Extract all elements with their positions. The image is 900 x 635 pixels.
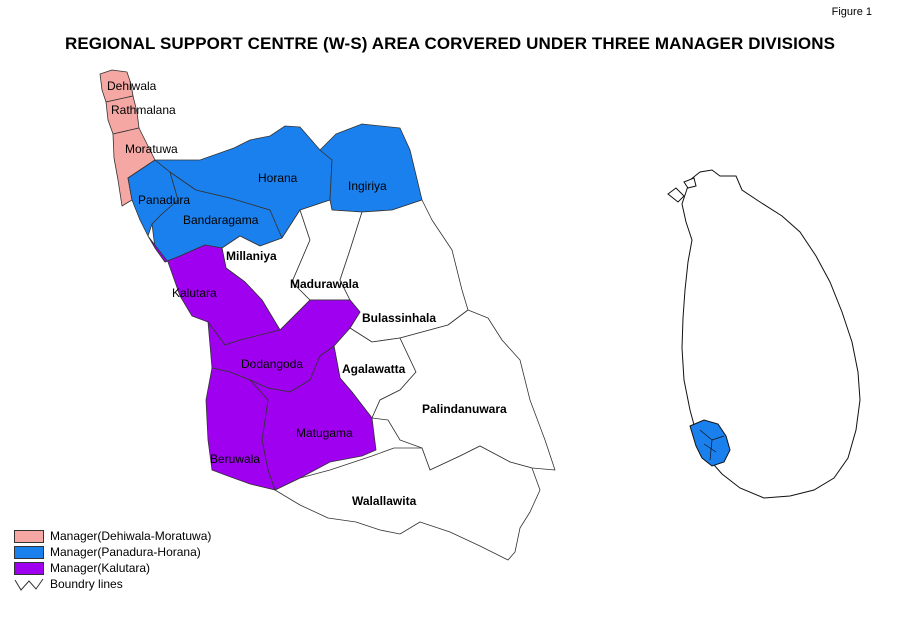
label-palindanuwara: Palindanuwara [422, 402, 507, 416]
map-title: REGIONAL SUPPORT CENTRE (W-S) AREA CORVE… [64, 34, 836, 53]
inset-highlight-region [689, 419, 731, 467]
inset-map-sri-lanka [667, 169, 861, 499]
label-moratuwa: Moratuwa [125, 142, 178, 156]
legend-label: Manager(Kalutara) [50, 561, 151, 575]
legend-item-panadura-horana: Manager(Panadura-Horana) [14, 544, 211, 560]
legend-swatch-purple [14, 561, 44, 575]
legend-label: Manager(Dehiwala-Moratuwa) [50, 529, 212, 543]
legend-item-kalutara: Manager(Kalutara) [14, 560, 211, 576]
label-madurawala: Madurawala [290, 277, 359, 291]
legend-label: Manager(Panadura-Horana) [50, 545, 201, 559]
label-bandaragama: Bandaragama [183, 213, 259, 227]
legend-swatch-blue [14, 545, 44, 559]
legend-swatch-pink [14, 529, 44, 543]
label-bulassinhala: Bulassinhala [362, 311, 436, 325]
label-rathmalana: Rathmalana [111, 103, 176, 117]
legend-item-boundary-lines: Boundry lines [14, 576, 211, 592]
label-ingiriya: Ingiriya [348, 179, 387, 193]
label-horana: Horana [258, 171, 298, 185]
label-dodangoda: Dodangoda [241, 357, 303, 371]
inset-island-outline [681, 169, 861, 499]
figure-label: Figure 1 [831, 6, 872, 18]
label-kalutara: Kalutara [172, 286, 217, 300]
region-walallawita [274, 445, 541, 561]
legend-item-dehiwala-moratuwa: Manager(Dehiwala-Moratuwa) [14, 528, 211, 544]
label-panadura: Panadura [138, 193, 190, 207]
label-millaniya: Millaniya [226, 249, 277, 263]
legend-label: Boundry lines [50, 577, 123, 591]
region-beruwala [205, 367, 276, 491]
label-dehiwala: Dehiwala [107, 79, 157, 93]
label-matugama: Matugama [296, 426, 353, 440]
label-agalawatta: Agalawatta [342, 362, 406, 376]
inset-northern-peninsula [667, 177, 697, 203]
legend: Manager(Dehiwala-Moratuwa) Manager(Panad… [14, 528, 211, 592]
region-ingiriya [319, 123, 423, 213]
region-kalutara [147, 235, 281, 346]
boundary-line-icon [14, 578, 44, 591]
label-beruwala: Beruwala [210, 452, 260, 466]
label-walallawita: Walallawita [352, 494, 417, 508]
region-dehiwala [99, 69, 134, 103]
inset-highlight-boundaries [699, 429, 725, 461]
